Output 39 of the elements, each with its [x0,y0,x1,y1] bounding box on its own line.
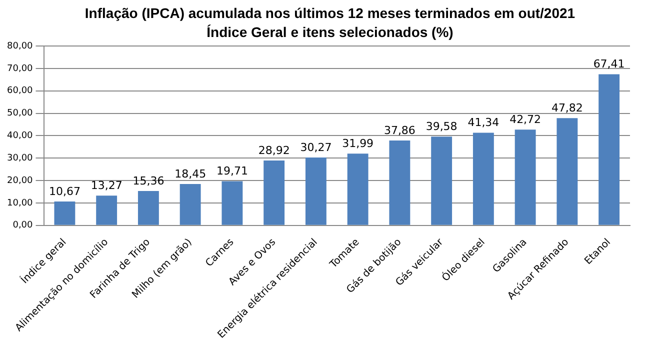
y-tick-label: 60,00 [7,86,34,96]
bar [264,160,285,225]
bar [180,184,201,225]
y-tick-label: 40,00 [7,131,34,142]
y-tick-label: 20,00 [7,176,34,186]
y-tick-label: 30,00 [7,153,34,164]
y-tick-label: 0,00 [12,220,34,231]
bar [472,132,494,225]
data-label: 41,34 [468,116,500,130]
y-tick-label: 50,00 [7,108,34,119]
data-label: 31,99 [342,137,374,150]
bar [514,130,536,225]
data-label: 15,36 [132,174,164,188]
data-label: 67,41 [593,58,625,71]
data-label: 37,86 [384,124,416,137]
data-label: 42,72 [510,112,542,126]
bar [347,154,368,225]
bar [222,181,243,225]
bar [96,196,118,225]
bar [305,158,326,225]
y-tick-label: 80,00 [7,41,34,52]
bar [389,140,410,225]
data-label: 39,58 [426,120,458,133]
data-label: 30,27 [300,140,332,154]
data-label: 28,92 [258,144,290,157]
y-tick-label: 10,00 [7,198,34,208]
chart-subtitle: Índice Geral e itens selecionados (%) [206,23,454,42]
chart-title: Inflação (IPCA) acumulada nos últimos 12 meses terminados em out/2021 [84,4,576,23]
bar [556,118,578,225]
bar [54,201,76,225]
bar [598,74,620,225]
data-label: 19,71 [216,164,248,178]
data-label: 47,82 [551,102,583,115]
y-tick-label: 70,00 [7,64,34,74]
data-label: 18,45 [174,167,206,180]
data-label: 13,27 [90,179,122,192]
bar [138,190,159,225]
bar [431,136,452,225]
data-label: 10,67 [48,184,80,198]
